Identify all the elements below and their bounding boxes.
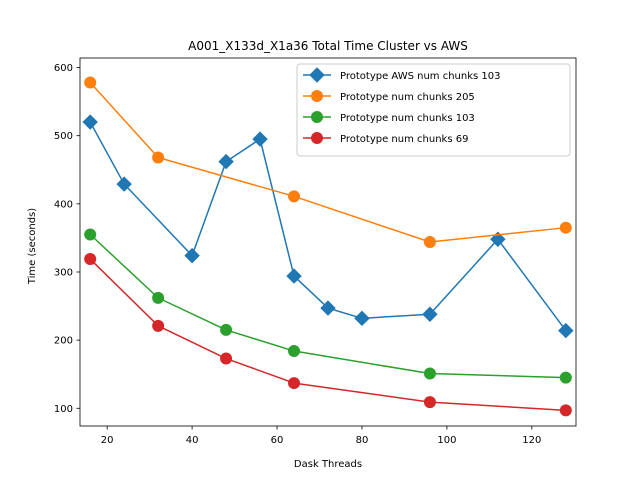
series-3 [84,253,572,417]
x-tick-label: 20 [101,435,114,446]
data-point [152,291,165,304]
data-point [252,131,268,147]
x-tick-label: 80 [356,435,369,446]
y-tick-label: 300 [54,267,73,278]
legend-box [296,63,571,157]
legend-item: Prototype num chunks 103 [303,111,475,124]
series-line [89,258,566,412]
data-point [152,319,165,332]
data-point [423,236,436,248]
y-tick-label: 200 [54,336,73,347]
data-point [559,221,572,234]
data-point [82,114,98,130]
x-axis-title: Dask Threads [294,459,362,470]
data-point [288,345,301,358]
y-tick-label: 500 [54,131,73,142]
data-point [558,322,574,339]
legend-marker [311,111,323,123]
x-tick-label: 120 [522,435,541,446]
y-tick-label: 100 [54,404,73,415]
legend-marker [311,132,323,144]
data-point [84,253,97,266]
data-point [559,404,572,417]
data-point [84,76,97,89]
legend-marker [309,67,325,83]
data-point [220,323,233,336]
legend-label: Prototype num chunks 205 [340,92,475,103]
legend-item: Prototype AWS num chunks 103 [303,67,501,83]
data-point [184,247,200,264]
chart-title: A001_X133d_X1a36 Total Time Cluster vs A… [188,39,468,53]
plot-area [82,76,574,417]
series-0 [82,114,574,339]
x-tick-label: 60 [271,435,284,446]
data-point [84,228,97,241]
data-point [152,151,165,164]
data-point [286,268,302,284]
data-point [423,396,436,409]
x-tick-label: 40 [186,435,199,446]
legend-item: Prototype num chunks 205 [303,90,475,103]
data-point [422,306,438,322]
y-tick-label: 600 [54,63,73,74]
y-axis-title: Time (seconds) [27,208,38,285]
legend-marker [311,90,323,102]
axes: 20 40 60 80 100 120 100 200 300 400 500 600 [54,57,577,446]
data-point [288,190,301,203]
legend-label: Prototype num chunks 69 [340,134,468,145]
data-point [559,371,572,384]
data-point [354,310,370,327]
legend: Prototype AWS num chunks 103 Prototype nu… [296,63,571,157]
legend-label: Prototype AWS num chunks 103 [340,71,501,82]
data-point [220,352,233,365]
x-tick-label: 100 [437,435,456,446]
data-point [288,377,301,390]
data-point [116,176,132,192]
series-2 [84,228,572,384]
y-tick-label: 400 [54,199,73,210]
legend-item: Prototype num chunks 69 [303,132,468,145]
data-point [423,367,436,380]
plot-frame [79,57,577,427]
series-line [89,233,566,379]
series-1 [84,76,572,248]
data-point [320,300,336,316]
legend-label: Prototype num chunks 103 [340,113,475,124]
data-point [218,153,234,170]
